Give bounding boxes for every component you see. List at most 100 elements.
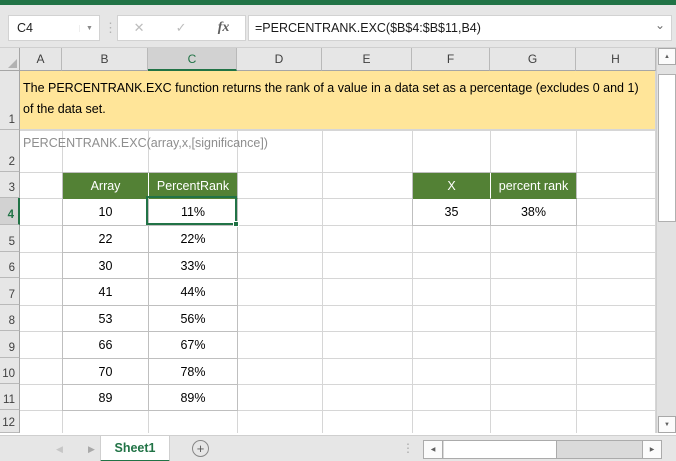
row-header-6[interactable]: 6 (0, 252, 20, 278)
cancel-icon[interactable]: ✕ (133, 20, 145, 35)
horizontal-scrollbar-thumb[interactable] (444, 441, 557, 458)
row-header-1[interactable]: 1 (0, 71, 20, 130)
gridline (20, 331, 655, 332)
column-header-e[interactable]: E (322, 48, 412, 71)
x-table-header-cell: percent rank (491, 173, 577, 199)
x-table-cell[interactable]: 38% (491, 199, 577, 226)
gridline (20, 198, 655, 199)
scroll-down-icon[interactable]: ▼ (658, 416, 676, 433)
name-box-value[interactable]: C4 (17, 21, 33, 35)
formula-bar-buttons: ✕ ✓ fx (117, 15, 246, 41)
array-table: Array PercentRank 10 11% 22 22% 30 33% 41 44% 53 56… (62, 172, 238, 411)
column-header-a[interactable]: A (20, 48, 62, 71)
note-cell-a1[interactable]: The PERCENTRANK.EXC function returns the… (20, 71, 655, 130)
array-table-cell[interactable]: 56% (149, 306, 238, 332)
scroll-up-icon[interactable]: ▲ (658, 48, 676, 65)
array-table-cell[interactable]: 22 (63, 226, 149, 253)
array-table-row: 30 33% (63, 253, 238, 279)
array-table-cell[interactable]: 41 (63, 279, 149, 306)
vertical-scrollbar-thumb[interactable] (658, 74, 676, 222)
scroll-right-icon[interactable]: ▶ (642, 441, 661, 458)
column-header-g[interactable]: G (490, 48, 576, 71)
note-text: The PERCENTRANK.EXC function returns the… (23, 81, 639, 116)
gridline (655, 71, 656, 433)
x-table-row: 35 38% (413, 199, 577, 226)
array-table-cell[interactable]: 67% (149, 332, 238, 359)
column-header-c[interactable]: C (148, 48, 237, 71)
tab-sheet1[interactable]: Sheet1 (100, 436, 170, 461)
array-table-row: 70 78% (63, 359, 238, 385)
grid-bottom-gap (0, 433, 676, 435)
array-table-cell[interactable]: 78% (149, 359, 238, 385)
array-table-row: 10 11% (63, 199, 238, 226)
array-table-row: 89 89% (63, 385, 238, 411)
column-header-d[interactable]: D (237, 48, 322, 71)
gridline (20, 225, 655, 226)
fill-handle[interactable] (233, 221, 239, 227)
formula-bar: C4 ▼ ⋮ ✕ ✓ fx =PERCENTRANK.EXC($B$4:$B$1… (0, 5, 676, 48)
sheet-tab-bar: ◀ ▶ Sheet1 + ⋮ ◀ ▶ (0, 435, 676, 461)
gridline (20, 410, 655, 411)
column-header-h[interactable]: H (576, 48, 656, 71)
scroll-left-icon[interactable]: ◀ (424, 441, 443, 458)
gridline (20, 384, 655, 385)
array-table-cell[interactable]: 70 (63, 359, 149, 385)
selected-cell-outline[interactable] (146, 196, 239, 227)
x-table-cell[interactable]: 35 (413, 199, 491, 226)
gridline (20, 172, 655, 173)
array-table-cell[interactable]: 53 (63, 306, 149, 332)
row-header-7[interactable]: 7 (0, 278, 20, 305)
vertical-scrollbar[interactable]: ▲ ▼ (656, 48, 676, 433)
prev-sheet-icon[interactable]: ◀ (56, 444, 63, 454)
row-header-12[interactable]: 12 (0, 410, 20, 433)
syntax-cell-a2[interactable]: PERCENTRANK.EXC(array,x,[significance]) (23, 136, 268, 150)
array-table-cell[interactable]: 22% (149, 226, 238, 253)
select-all-corner[interactable] (0, 48, 20, 71)
row-header-2[interactable]: 2 (0, 130, 20, 172)
array-table-row: 41 44% (63, 279, 238, 306)
column-header-f[interactable]: F (412, 48, 490, 71)
gridline (20, 252, 655, 253)
row-header-11[interactable]: 11 (0, 384, 20, 410)
gridline (20, 358, 655, 359)
insert-function-icon[interactable]: fx (217, 20, 230, 35)
row-header-3[interactable]: 3 (0, 172, 20, 198)
x-table-header-cell: X (413, 173, 491, 199)
array-table-row: 22 22% (63, 226, 238, 253)
array-table-cell[interactable]: 10 (63, 199, 149, 226)
array-table-cell[interactable]: 89% (149, 385, 238, 411)
expand-formula-bar-icon[interactable]: ⌄ (654, 18, 666, 32)
column-header-b[interactable]: B (62, 48, 148, 71)
array-table-cell[interactable]: 11% (149, 199, 238, 226)
row-header-10[interactable]: 10 (0, 358, 20, 384)
formula-text[interactable]: =PERCENTRANK.EXC($B$4:$B$11,B4) (255, 21, 481, 35)
horizontal-scrollbar[interactable]: ◀ ▶ (423, 440, 662, 459)
array-table-cell[interactable]: 30 (63, 253, 149, 279)
name-box-dropdown-icon[interactable]: ▼ (79, 24, 99, 32)
gridline (20, 305, 655, 306)
array-table-cell[interactable]: 44% (149, 279, 238, 306)
array-table-row: 66 67% (63, 332, 238, 359)
array-table-header-cell: PercentRank (149, 173, 238, 199)
array-table-row: 53 56% (63, 306, 238, 332)
name-box[interactable]: C4 ▼ (8, 15, 100, 41)
scrollbar-resize-dots-icon[interactable]: ⋮ (402, 441, 414, 455)
row-header-9[interactable]: 9 (0, 331, 20, 358)
add-sheet-icon[interactable]: + (192, 440, 209, 457)
gridline (20, 130, 655, 131)
excel-green-titlebar-strip (0, 0, 676, 5)
array-table-cell[interactable]: 33% (149, 253, 238, 279)
row-header-4[interactable]: 4 (0, 198, 20, 225)
next-sheet-icon[interactable]: ▶ (88, 444, 95, 454)
row-header-5[interactable]: 5 (0, 225, 20, 252)
row-header-8[interactable]: 8 (0, 305, 20, 331)
enter-icon[interactable]: ✓ (175, 20, 187, 35)
array-table-header-cell: Array (63, 173, 149, 199)
formula-input[interactable]: =PERCENTRANK.EXC($B$4:$B$11,B4) ⌄ (248, 15, 672, 41)
array-table-cell[interactable]: 66 (63, 332, 149, 359)
select-all-triangle-icon (8, 59, 17, 68)
gridline (20, 278, 655, 279)
array-table-cell[interactable]: 89 (63, 385, 149, 411)
